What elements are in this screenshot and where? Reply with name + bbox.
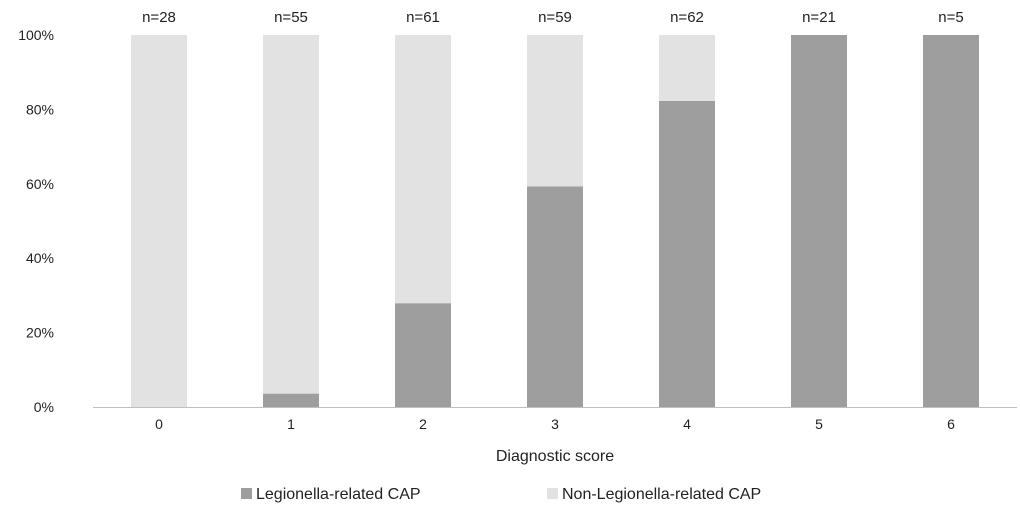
x-tick-label: 1 <box>287 416 295 432</box>
y-tick-label: 100% <box>18 27 54 43</box>
bars-layer <box>131 35 979 407</box>
x-tick-label: 3 <box>551 416 559 432</box>
sample-size-label: n=59 <box>538 9 572 26</box>
sample-size-label: n=28 <box>142 9 176 26</box>
sample-size-label: n=21 <box>802 9 836 26</box>
y-axis-ticks: 0% 20% 40% 60% 80% 100% <box>18 27 54 415</box>
bar-segment-legionella-score-6 <box>923 35 979 407</box>
legend-label: Legionella-related CAP <box>256 486 421 503</box>
x-axis-ticks: 0 1 2 3 4 5 6 <box>155 416 955 432</box>
legend-swatch <box>241 488 252 499</box>
y-tick-label: 0% <box>34 399 54 415</box>
bar-segment-legionella-score-4 <box>659 100 715 407</box>
x-tick-label: 2 <box>419 416 427 432</box>
bar-segment-legionella-score-1 <box>263 393 319 407</box>
legend: Legionella-related CAP Non-Legionella-rel… <box>241 486 761 503</box>
bar-segment-non-legionella-score-0 <box>131 35 187 407</box>
y-tick-label: 20% <box>26 325 54 341</box>
bar-segment-legionella-score-5 <box>791 35 847 407</box>
sample-size-labels: n=28 n=55 n=61 n=59 n=62 n=21 n=5 <box>142 9 964 26</box>
bar-segment-legionella-score-3 <box>527 186 583 407</box>
bar-segment-non-legionella-score-2 <box>395 35 451 304</box>
x-axis-title: Diagnostic score <box>496 448 614 465</box>
y-tick-label: 40% <box>26 250 54 266</box>
sample-size-label: n=5 <box>938 9 963 26</box>
y-tick-label: 60% <box>26 176 54 192</box>
bar-segment-non-legionella-score-4 <box>659 35 715 101</box>
x-tick-label: 6 <box>947 416 955 432</box>
sample-size-label: n=61 <box>406 9 440 26</box>
bar-segment-non-legionella-score-1 <box>263 35 319 394</box>
sample-size-label: n=55 <box>274 9 308 26</box>
legend-label: Non-Legionella-related CAP <box>562 486 761 503</box>
legend-swatch <box>547 488 558 499</box>
x-tick-label: 0 <box>155 416 163 432</box>
y-tick-label: 80% <box>26 101 54 117</box>
x-tick-label: 5 <box>815 416 823 432</box>
bar-segment-non-legionella-score-3 <box>527 35 583 187</box>
bar-segment-legionella-score-2 <box>395 303 451 407</box>
sample-size-label: n=62 <box>670 9 704 26</box>
x-tick-label: 4 <box>683 416 691 432</box>
